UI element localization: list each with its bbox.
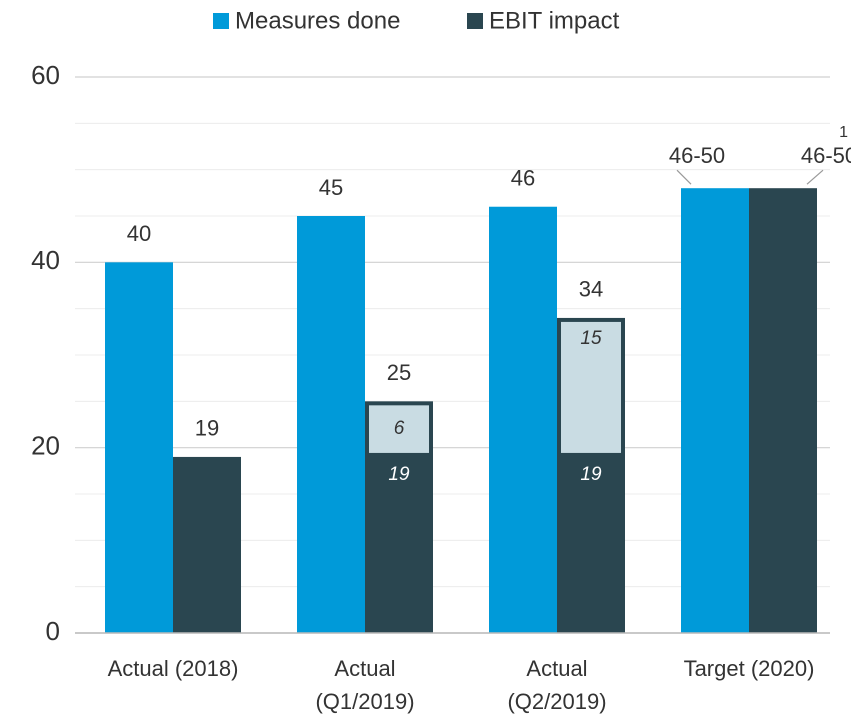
value-label: 25 [387,360,411,385]
bar [297,216,365,633]
bar [105,262,173,633]
callout-line [806,169,824,185]
base-label: 19 [580,464,602,485]
y-tick-label: 60 [31,60,60,90]
x-tick-label: Actual (2018) [107,656,239,681]
value-label: 46 [511,166,535,191]
target-label: 46-50 [669,143,725,168]
footnote-marker: 1 [839,124,848,141]
target-bar [681,188,749,633]
legend-label: EBIT impact [489,7,620,34]
added-label: 15 [580,328,602,349]
value-label: 34 [579,277,603,302]
base-label: 19 [388,464,410,485]
x-tick-label: Target (2020) [683,656,815,681]
callout-line [676,169,692,185]
value-label: 45 [319,175,343,200]
target-label: 46-50 [801,143,851,168]
value-label: 19 [195,416,219,441]
x-tick-label: Actual (Q1/2019) [315,656,415,714]
y-tick-label: 20 [31,431,60,461]
x-tick-label: Actual (Q2/2019) [507,656,607,714]
legend-swatch [467,13,483,29]
value-label: 40 [127,221,151,246]
legend-swatch [213,13,229,29]
added-label: 6 [394,418,405,439]
legend-label: Measures done [235,7,400,34]
added-segment [561,321,621,453]
y-tick-label: 40 [31,245,60,275]
target-bar [749,188,817,633]
y-tick-label: 0 [46,616,60,646]
added-segment [369,405,429,453]
bar [489,206,557,633]
bar [173,456,241,633]
